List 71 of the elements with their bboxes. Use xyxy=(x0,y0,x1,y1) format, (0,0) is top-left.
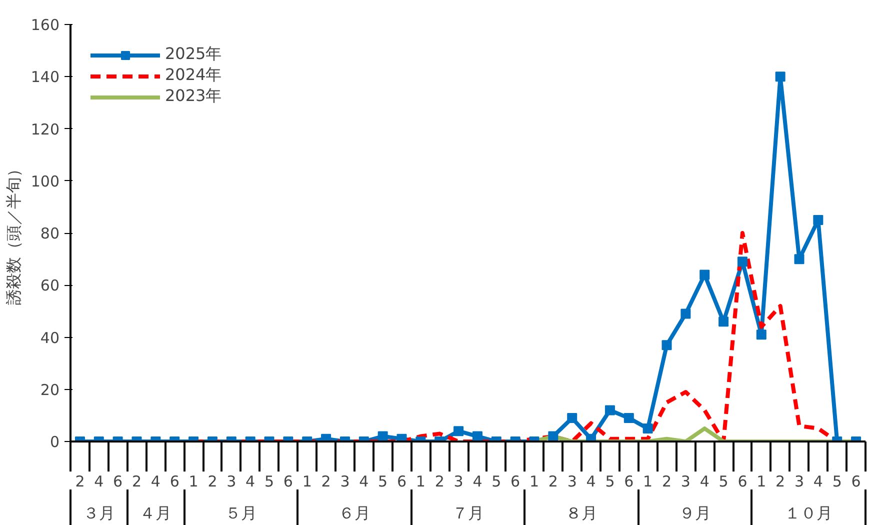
point xyxy=(737,256,748,267)
x-tick-label: 1 xyxy=(643,472,653,490)
legend-label: 2023年 xyxy=(165,86,222,107)
x-tick-label: 3 xyxy=(680,472,690,490)
x-tick-label: 6 xyxy=(851,472,861,490)
point xyxy=(813,214,824,225)
x-tick-label: 2 xyxy=(662,472,672,490)
point xyxy=(662,340,672,350)
x-tick-label: 2 xyxy=(776,472,786,490)
x-tick-label: 2 xyxy=(434,472,444,490)
x-tick-label: 5 xyxy=(492,472,502,490)
x-tick-label: 5 xyxy=(718,472,728,490)
text: ５月 xyxy=(224,504,257,522)
x-tick-label: 1 xyxy=(188,472,198,490)
x-tick-label: 4 xyxy=(246,472,256,490)
point xyxy=(756,330,766,340)
x-tick-label: 1 xyxy=(302,472,312,490)
x-tick-label: 3 xyxy=(340,472,350,490)
x-tick-label: 6 xyxy=(113,472,123,490)
x-tick-label: 3 xyxy=(794,472,804,490)
x-tick-label: 2 xyxy=(132,472,142,490)
x-tick-label: 6 xyxy=(396,472,407,490)
x-tick-label: 6 xyxy=(738,472,748,490)
point xyxy=(680,308,691,319)
x-tick-label: 1 xyxy=(529,472,540,490)
text: １０月 xyxy=(784,504,833,522)
x-tick-label: 4 xyxy=(472,472,482,490)
legend-label: 2025年 xyxy=(165,44,222,65)
y-tick-label: 80 xyxy=(40,224,60,242)
y-tick-label: 160 xyxy=(30,16,60,34)
y-tick-label: 60 xyxy=(40,276,60,295)
y-tick-label: 140 xyxy=(30,68,60,86)
y-tick-label: 40 xyxy=(40,328,60,347)
y-tick-label: 120 xyxy=(30,120,60,138)
x-tick-label: 4 xyxy=(359,472,369,490)
text: ６月 xyxy=(338,504,370,522)
x-tick-label: 4 xyxy=(150,472,160,490)
x-tick-label: 2 xyxy=(75,472,85,490)
x-tick-label: 5 xyxy=(264,472,274,490)
x-tick-label: 2 xyxy=(208,472,218,490)
x-tick-label: 1 xyxy=(416,472,426,490)
point xyxy=(718,316,729,327)
x-tick-label: 3 xyxy=(567,472,577,490)
x-tick-label: 4 xyxy=(700,472,710,490)
text: ９月 xyxy=(679,504,712,522)
text: ８月 xyxy=(566,504,598,522)
x-tick-label: 6 xyxy=(624,472,634,490)
x-tick-label: 5 xyxy=(378,472,388,490)
legend-label: 2024年 xyxy=(165,65,222,86)
x-tick-label: 4 xyxy=(813,472,823,490)
x-tick-label: 2 xyxy=(548,472,558,490)
point xyxy=(794,254,804,264)
y-axis-title: 誘殺数（頭／半旬） xyxy=(4,161,23,305)
x-tick-label: 6 xyxy=(510,472,520,490)
x-tick-label: 4 xyxy=(586,472,596,490)
x-tick-label: 5 xyxy=(605,472,615,490)
x-tick-label: 6 xyxy=(170,472,180,490)
y-tick-label: 100 xyxy=(30,172,60,190)
x-tick-label: 4 xyxy=(94,472,104,490)
text: ４月 xyxy=(140,504,172,522)
text: ７月 xyxy=(452,504,484,522)
x-tick-label: 1 xyxy=(756,472,766,490)
x-tick-label: 5 xyxy=(832,472,842,490)
y-tick-label: 20 xyxy=(40,380,60,399)
x-tick-label: 6 xyxy=(283,472,293,490)
x-tick-label: 3 xyxy=(226,472,236,490)
x-tick-label: 3 xyxy=(454,472,464,490)
y-tick-label: 0 xyxy=(50,433,60,451)
text: ３月 xyxy=(82,504,115,522)
point xyxy=(700,270,710,280)
x-tick-label: 2 xyxy=(321,472,331,490)
